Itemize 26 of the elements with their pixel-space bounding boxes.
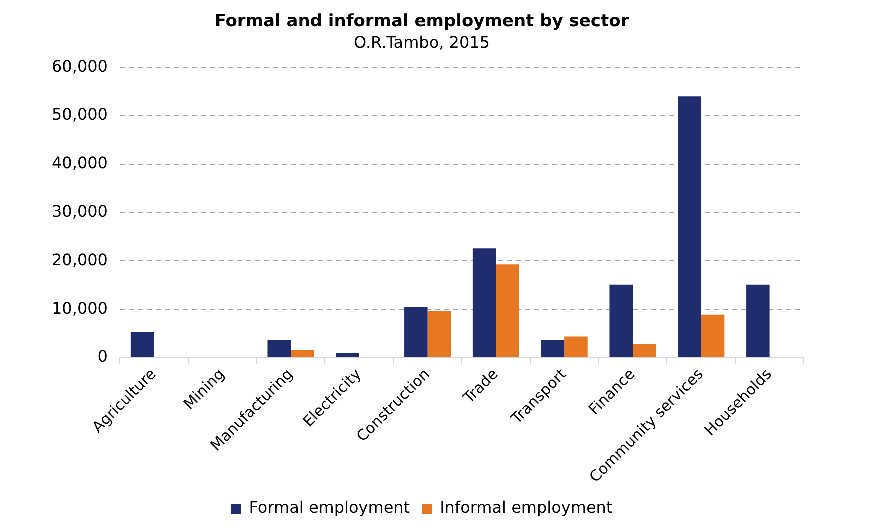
- y-tick-label: 60,000: [52, 56, 108, 76]
- bar: [746, 284, 770, 358]
- chart-title: Formal and informal employment by sector: [214, 12, 630, 32]
- legend-label: Formal employment: [249, 498, 410, 518]
- bar: [428, 311, 452, 358]
- legend-label: Informal employment: [440, 498, 613, 518]
- bar: [541, 340, 565, 358]
- bar: [701, 314, 725, 358]
- bar: [404, 307, 428, 358]
- bar: [564, 336, 588, 358]
- bar: [610, 284, 633, 358]
- bar: [336, 353, 360, 358]
- y-tick-label: 40,000: [52, 154, 108, 173]
- y-tick-label: 10,000: [52, 298, 108, 318]
- bar: [130, 332, 154, 358]
- y-tick-label: 20,000: [52, 250, 108, 270]
- bar: [290, 350, 314, 358]
- bar: [496, 264, 520, 358]
- y-tick-label: 0: [98, 347, 108, 366]
- bar: [268, 340, 291, 358]
- bar: [678, 96, 702, 358]
- y-tick-label: 50,000: [52, 105, 108, 124]
- y-tick-label: 30,000: [52, 202, 108, 221]
- bar: [472, 248, 496, 358]
- bar: [632, 344, 656, 358]
- chart-subtitle: O.R.Tambo, 2015: [354, 33, 490, 52]
